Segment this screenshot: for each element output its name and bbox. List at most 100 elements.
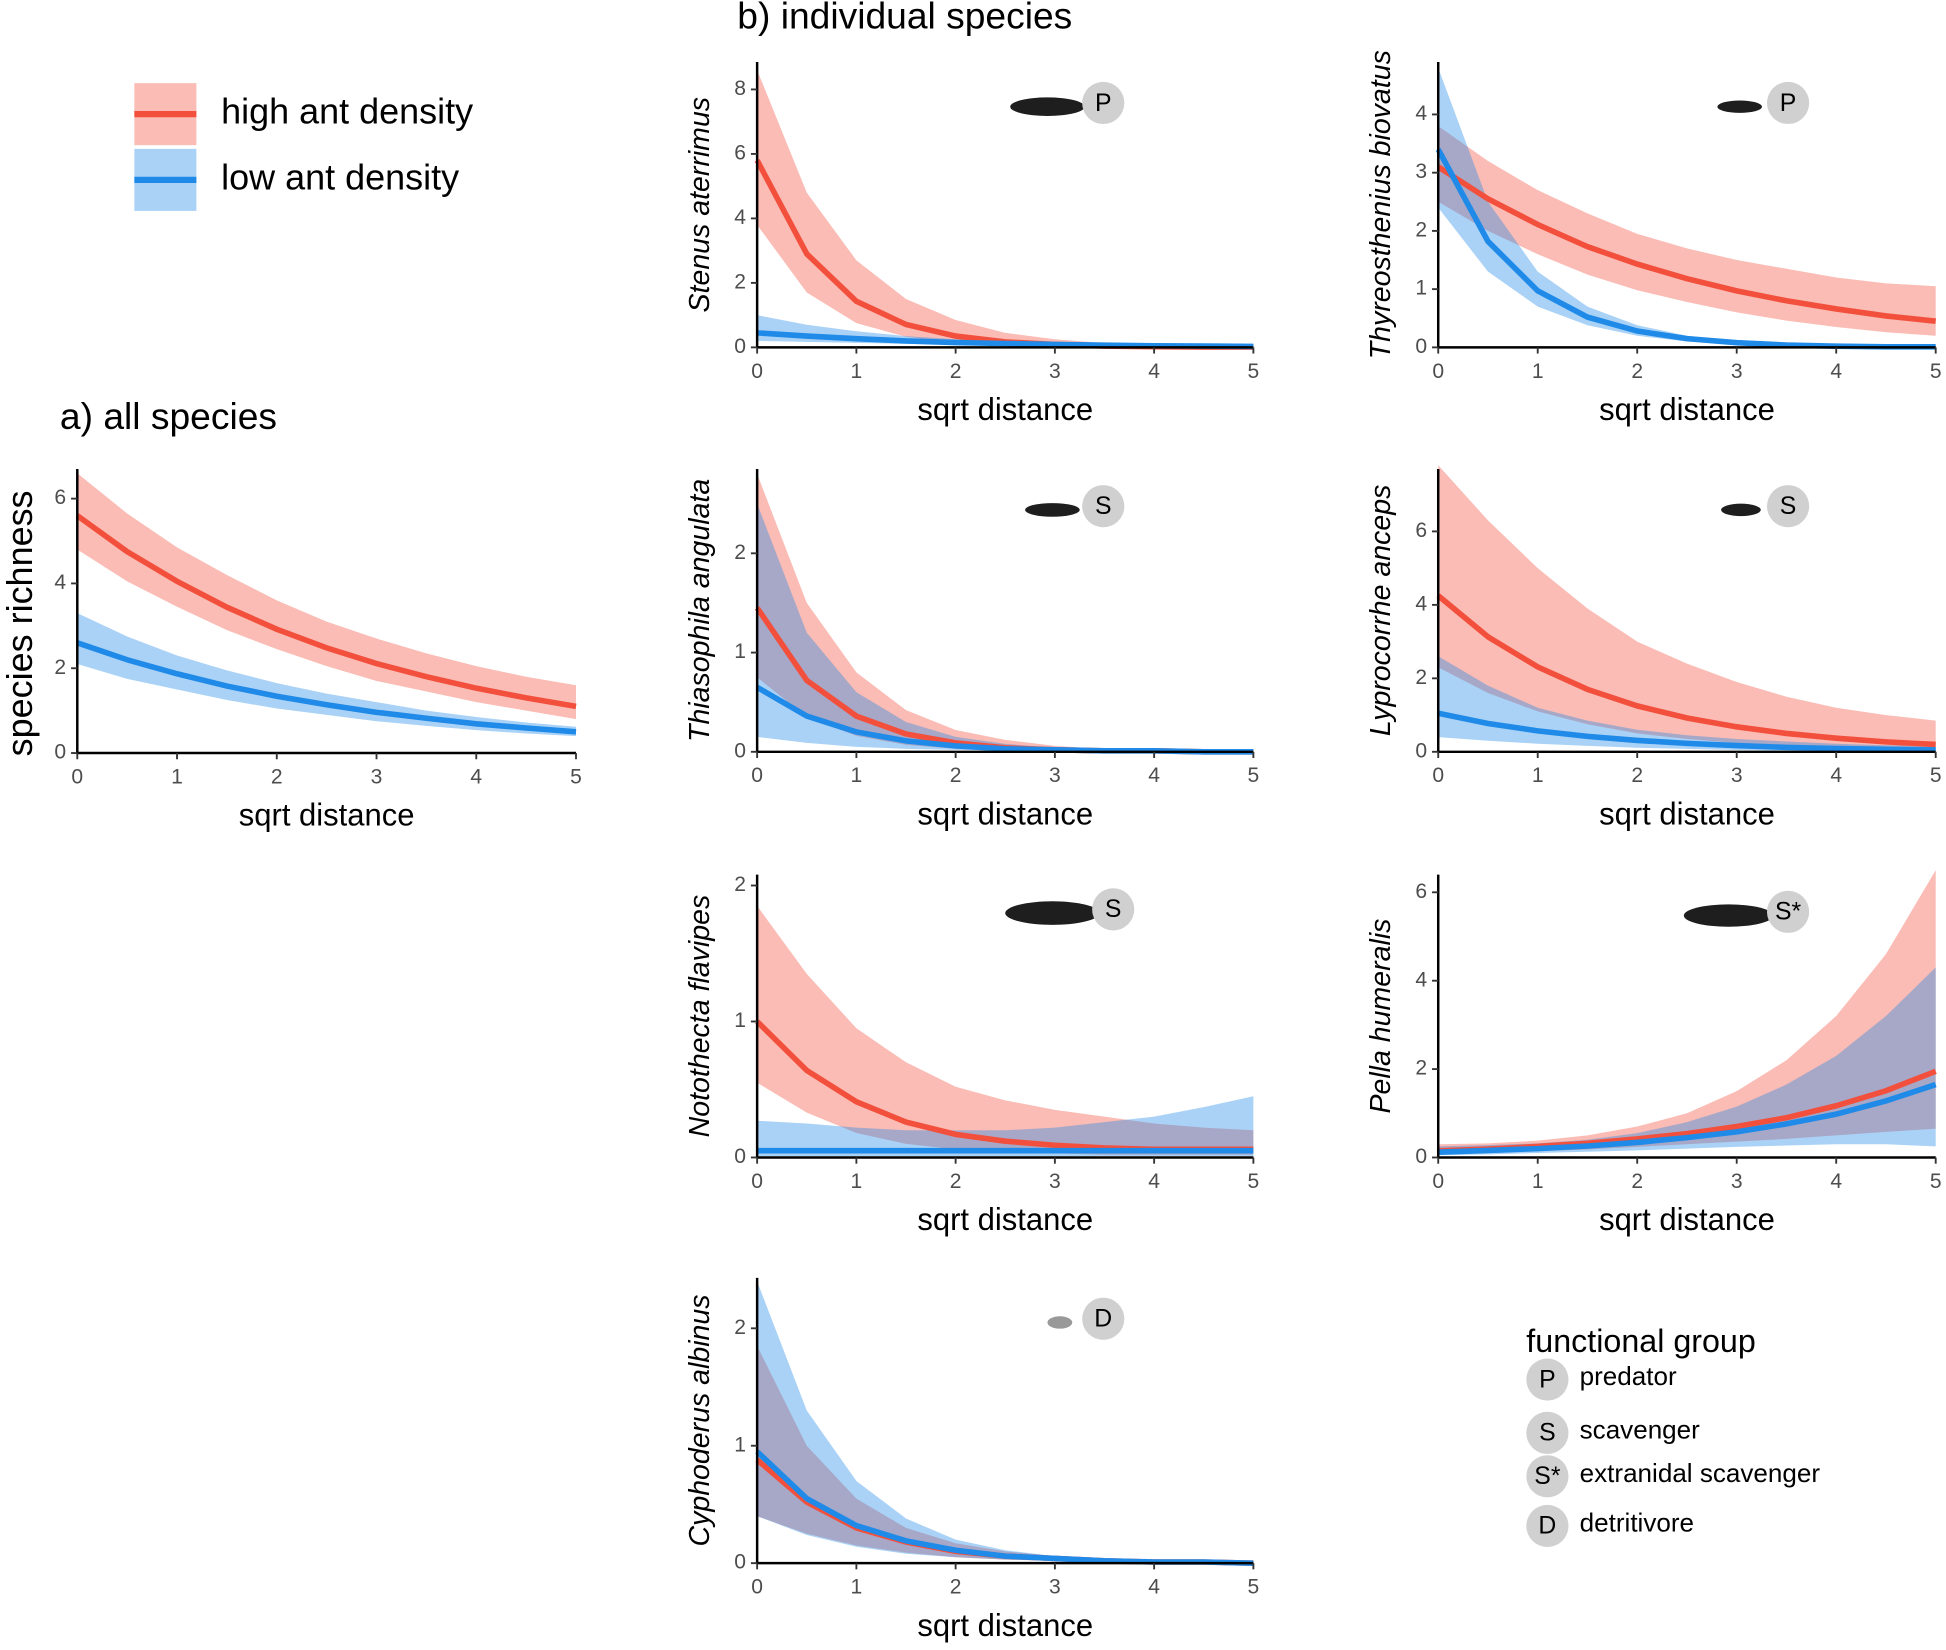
- x-axis-label: sqrt distance: [917, 1202, 1093, 1237]
- fitted-line: [76, 640, 577, 735]
- x-tick-label: 5: [1248, 1170, 1260, 1193]
- y-tick-label: 0: [1415, 1145, 1427, 1168]
- confidence-band: [757, 70, 1254, 348]
- x-tick-label: 5: [1930, 764, 1942, 787]
- y-tick-label: 6: [1415, 880, 1427, 903]
- y-tick-label: 1: [734, 1009, 746, 1032]
- panel: 0 1 2 0 1 2 3 4 5 sqrt distance Thiasophila angula…: [684, 468, 1259, 832]
- badge: [1082, 81, 1125, 125]
- y-tick-label: 0: [1415, 335, 1427, 358]
- x-tick-label: 2: [950, 360, 962, 383]
- x-tick-label: 1: [851, 360, 863, 383]
- y-tick-label: 0: [734, 739, 746, 762]
- panel: 0 2 4 6 0 1 2 3 4 5 sqrt distance species richness: [0, 468, 582, 833]
- x-axis-label: sqrt distance: [917, 392, 1093, 427]
- x-tick-label: 1: [1532, 764, 1544, 787]
- y-tick-label: 8: [734, 77, 746, 100]
- x-tick-label: 5: [1248, 1576, 1260, 1599]
- badge: [1526, 1455, 1569, 1498]
- fitted-line: [1436, 593, 1936, 748]
- badge-label: S*: [1775, 899, 1802, 926]
- x-tick-label: 0: [751, 360, 763, 383]
- confidence-band: [1438, 656, 1936, 752]
- panel: 0 2 4 6 0 1 2 3 4 5 sqrt distance Lyprocorrhe ancep…: [1365, 465, 1942, 832]
- fitted-line: [1437, 710, 1936, 753]
- x-tick-label: 3: [1731, 764, 1743, 787]
- x-tick-label: 2: [950, 1170, 962, 1193]
- y-tick-label: 6: [734, 141, 746, 164]
- badge: [1526, 1504, 1569, 1548]
- x-axis-label: sqrt distance: [1599, 392, 1775, 427]
- x-axis-label: sqrt distance: [1599, 1202, 1775, 1237]
- insect-icon: [1721, 503, 1761, 517]
- x-tick-label: 1: [171, 765, 183, 788]
- y-tick-label: 2: [1415, 666, 1427, 689]
- y-tick-label: 0: [734, 1551, 746, 1574]
- panel: 0 1 2 0 1 2 3 4 5 sqrt distance Cyphoderus albinus…: [684, 1277, 1260, 1643]
- x-tick-label: 3: [1731, 360, 1743, 383]
- panel-a-title: a) all species: [60, 395, 277, 437]
- legend-label: low ant density: [221, 156, 459, 197]
- x-tick-label: 4: [1148, 1170, 1160, 1193]
- insect-icon: [1025, 503, 1080, 517]
- y-axis-label: Thiasophila angulata: [684, 479, 716, 742]
- fitted-line: [1436, 164, 1936, 324]
- y-tick-label: 0: [1415, 739, 1427, 762]
- y-tick-label: 2: [734, 270, 746, 293]
- x-tick-label: 2: [1631, 1170, 1643, 1193]
- insect-icon: [1010, 97, 1085, 116]
- x-tick-label: 4: [1148, 1576, 1160, 1599]
- badge-label: P: [1539, 1366, 1556, 1393]
- y-tick-label: 4: [54, 571, 66, 594]
- y-tick-label: 6: [54, 486, 66, 509]
- legend-label: high ant density: [221, 91, 473, 132]
- y-tick-label: 2: [1415, 218, 1427, 241]
- x-tick-label: 4: [470, 765, 482, 788]
- panel: 0 1 2 3 4 0 1 2 3 4 5 sqrt distance Thyreosthenius b…: [1365, 50, 1942, 427]
- fitted-line: [75, 513, 577, 710]
- x-tick-label: 0: [1432, 360, 1444, 383]
- panel: 0 1 2 0 1 2 3 4 5 sqrt distance Notothecta flavipe…: [684, 873, 1259, 1237]
- x-tick-label: 1: [851, 1170, 863, 1193]
- insect-icon: [1047, 1316, 1073, 1329]
- x-tick-label: 5: [570, 765, 582, 788]
- y-axis-label: Pella humeralis: [1365, 919, 1397, 1114]
- insect-icon: [1717, 100, 1763, 113]
- x-tick-label: 2: [950, 764, 962, 787]
- insect-icon: [1005, 901, 1100, 925]
- y-tick-label: 2: [1415, 1057, 1427, 1080]
- x-tick-label: 2: [1631, 764, 1643, 787]
- x-tick-label: 2: [1631, 360, 1643, 383]
- confidence-band: [757, 503, 1254, 752]
- x-tick-label: 3: [371, 765, 383, 788]
- group-label: detritivore: [1580, 1508, 1694, 1538]
- badge-label: S: [1095, 493, 1112, 520]
- x-tick-label: 1: [1532, 360, 1544, 383]
- y-tick-label: 1: [734, 640, 746, 663]
- x-tick-label: 0: [751, 764, 763, 787]
- badge-label: P: [1095, 90, 1112, 117]
- confidence-band: [77, 473, 577, 720]
- y-axis-label: Stenus aterrimus: [684, 97, 716, 313]
- x-tick-label: 4: [1830, 360, 1842, 383]
- y-tick-label: 2: [734, 873, 746, 896]
- badge: [1082, 485, 1125, 528]
- confidence-band: [757, 1281, 1254, 1564]
- y-tick-label: 2: [734, 541, 746, 564]
- x-tick-label: 4: [1148, 764, 1160, 787]
- x-tick-label: 1: [1532, 1170, 1544, 1193]
- x-tick-label: 5: [1930, 360, 1942, 383]
- functional-group-title: functional group: [1526, 1323, 1755, 1359]
- badge-label: D: [1094, 1306, 1112, 1333]
- y-tick-label: 4: [1415, 592, 1427, 615]
- x-tick-label: 3: [1049, 1576, 1061, 1599]
- x-tick-label: 2: [271, 765, 283, 788]
- group-label: scavenger: [1580, 1415, 1701, 1445]
- x-tick-label: 1: [851, 764, 863, 787]
- x-axis-label: sqrt distance: [1599, 797, 1775, 832]
- y-tick-label: 4: [734, 206, 746, 229]
- x-tick-label: 5: [1930, 1170, 1942, 1193]
- badge: [1526, 1411, 1569, 1454]
